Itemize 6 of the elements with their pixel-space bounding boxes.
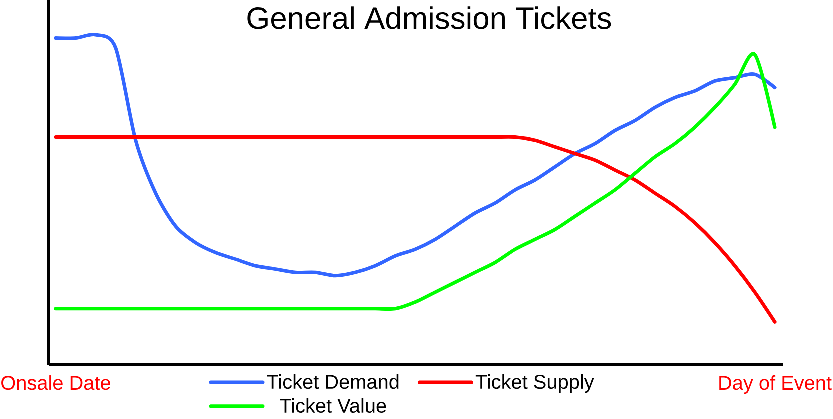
x-tick-label: Day of Event [720, 376, 832, 394]
chart-title: General Admission Tickets [248, 6, 612, 30]
legend-label: Ticket Supply [476, 374, 594, 394]
legend-label: Ticket Demand [267, 374, 399, 390]
x-tick-label: Onsale Date [2, 376, 110, 390]
legend-label: Ticket Value [280, 398, 386, 414]
